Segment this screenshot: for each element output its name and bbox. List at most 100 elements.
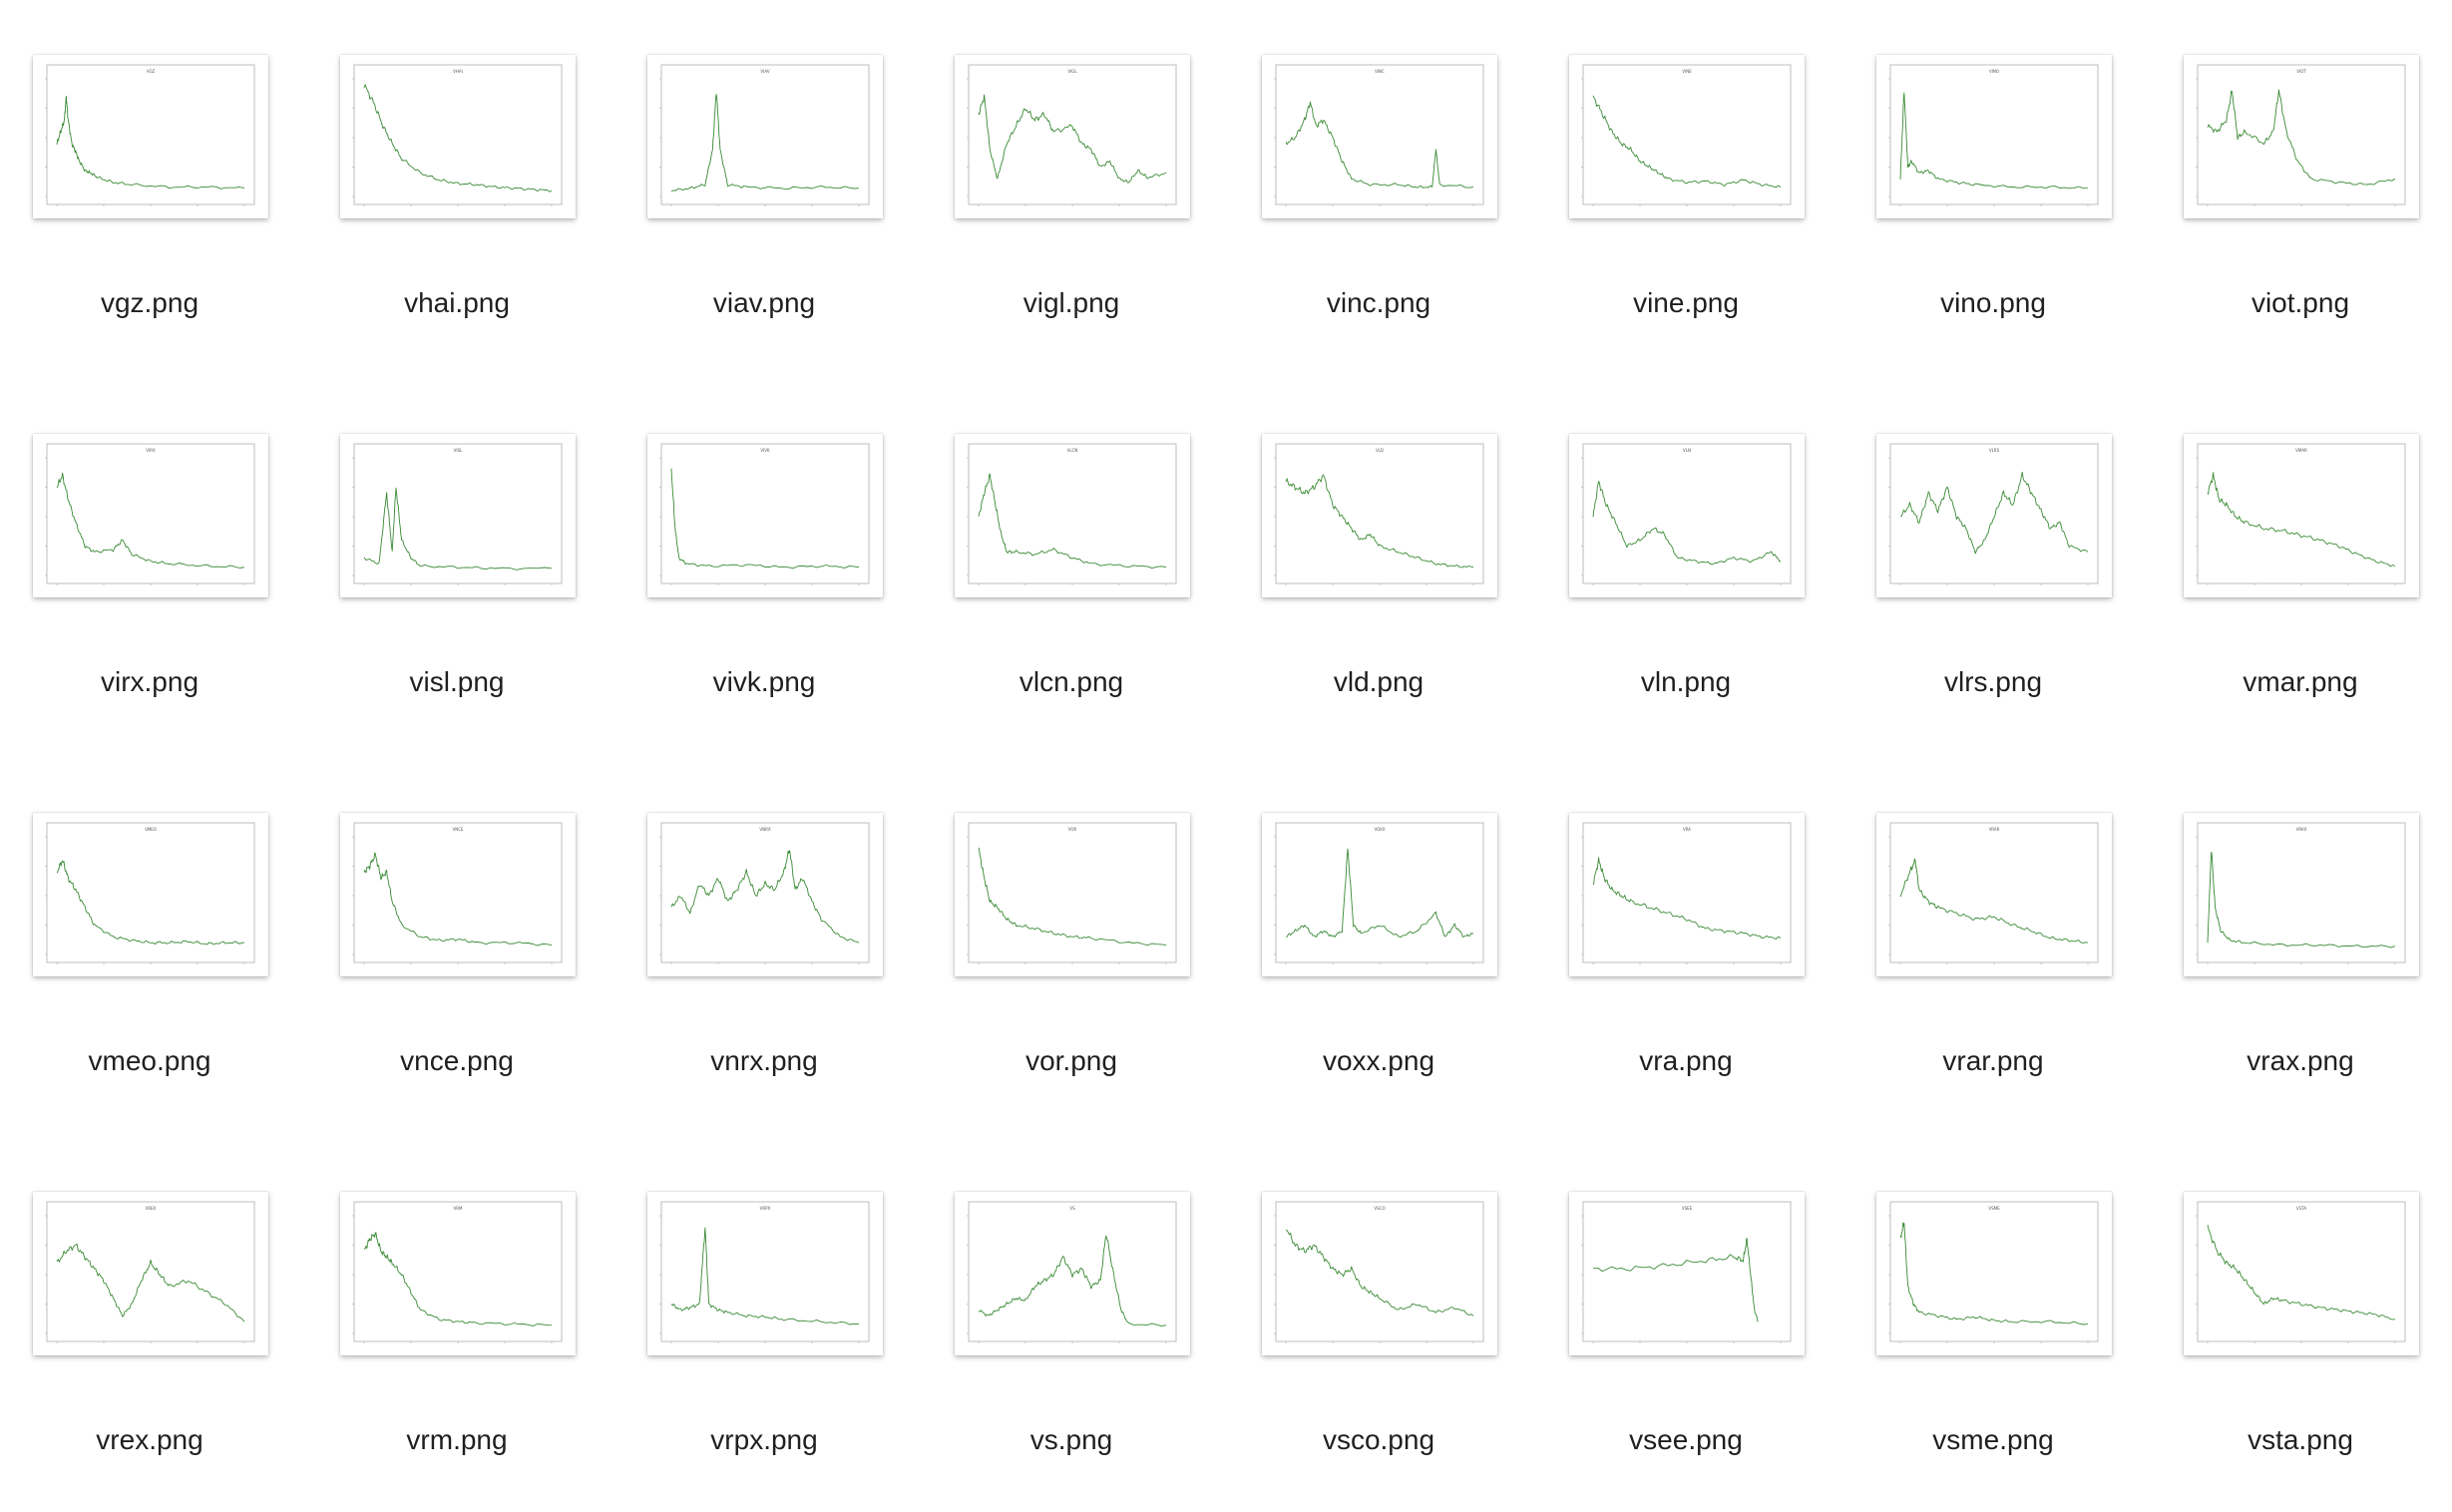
file-thumbnail[interactable]: VLD bbox=[1262, 434, 1497, 597]
file-thumbnail[interactable]: VREX bbox=[33, 1192, 268, 1355]
chart-frame bbox=[1582, 822, 1792, 963]
file-item[interactable]: VRAR vrar.png bbox=[1843, 758, 2143, 1127]
chart-frame bbox=[1582, 443, 1792, 584]
file-name-label[interactable]: virx.png bbox=[100, 666, 200, 697]
file-thumbnail[interactable]: VNCE bbox=[340, 813, 576, 976]
file-thumbnail[interactable]: VIGL bbox=[955, 55, 1190, 218]
file-name-label[interactable]: vsta.png bbox=[2248, 1424, 2353, 1455]
file-thumbnail[interactable]: VRA bbox=[1569, 813, 1805, 976]
file-thumbnail[interactable]: VOXX bbox=[1262, 813, 1497, 976]
file-item[interactable]: VLCN vlcn.png bbox=[922, 379, 1221, 748]
file-name-label[interactable]: vlrs.png bbox=[1943, 666, 2043, 697]
file-name-label[interactable]: vrm.png bbox=[406, 1424, 508, 1455]
file-item[interactable]: VRA vra.png bbox=[1536, 758, 1836, 1127]
file-name-label[interactable]: vrax.png bbox=[2247, 1045, 2354, 1076]
file-item[interactable]: VMAR vmar.png bbox=[2151, 379, 2450, 748]
file-thumbnail[interactable]: VLCN bbox=[955, 434, 1190, 597]
file-thumbnail[interactable]: VIRX bbox=[33, 434, 268, 597]
file-thumbnail[interactable]: VMAR bbox=[2184, 434, 2419, 597]
file-name-label[interactable]: vsee.png bbox=[1629, 1424, 1743, 1455]
file-thumbnail[interactable]: VRAX bbox=[2184, 813, 2419, 976]
file-item[interactable]: VLN vln.png bbox=[1536, 379, 1836, 748]
file-thumbnail[interactable]: VRM bbox=[340, 1192, 576, 1355]
file-thumbnail[interactable]: VLRS bbox=[1876, 434, 2112, 597]
file-thumbnail[interactable]: VRPX bbox=[647, 1192, 883, 1355]
file-name-label[interactable]: vigl.png bbox=[1022, 287, 1120, 318]
file-thumbnail[interactable]: VIVK bbox=[647, 434, 883, 597]
file-item[interactable]: VSTA vsta.png bbox=[2151, 1137, 2450, 1506]
file-item[interactable]: VS vs.png bbox=[922, 1137, 1221, 1506]
file-item[interactable]: VMEO vmeo.png bbox=[0, 758, 299, 1127]
file-item[interactable]: VINE vine.png bbox=[1536, 0, 1836, 369]
file-thumbnail[interactable]: VSME bbox=[1876, 1192, 2112, 1355]
file-name-label[interactable]: vs.png bbox=[1029, 1424, 1113, 1455]
file-thumbnail[interactable]: VINE bbox=[1569, 55, 1805, 218]
file-item[interactable]: VINC vinc.png bbox=[1229, 0, 1528, 369]
file-name-label[interactable]: viav.png bbox=[712, 287, 816, 318]
file-item[interactable]: VRAX vrax.png bbox=[2151, 758, 2450, 1127]
file-name-label[interactable]: vmeo.png bbox=[88, 1045, 211, 1076]
file-name-label[interactable]: vmar.png bbox=[2243, 666, 2358, 697]
file-name-label[interactable]: vra.png bbox=[1639, 1045, 1733, 1076]
file-name-label[interactable]: vsco.png bbox=[1322, 1424, 1435, 1455]
file-thumbnail[interactable]: VMEO bbox=[33, 813, 268, 976]
file-name-label[interactable]: vine.png bbox=[1633, 287, 1739, 318]
file-thumbnail[interactable]: VSEE bbox=[1569, 1192, 1805, 1355]
file-thumbnail[interactable]: VOR bbox=[955, 813, 1190, 976]
file-item[interactable]: VIAV viav.png bbox=[614, 0, 914, 369]
file-thumbnail[interactable]: VIOT bbox=[2184, 55, 2419, 218]
file-item[interactable]: VSCO vsco.png bbox=[1229, 1137, 1528, 1506]
file-thumbnail[interactable]: VSTA bbox=[2184, 1192, 2419, 1355]
file-thumbnail[interactable]: VSCO bbox=[1262, 1192, 1497, 1355]
file-name-label[interactable]: vlcn.png bbox=[1019, 666, 1124, 697]
file-name-label[interactable]: vln.png bbox=[1640, 666, 1732, 697]
file-item[interactable]: VNCE vnce.png bbox=[307, 758, 607, 1127]
file-item[interactable]: VIGL vigl.png bbox=[922, 0, 1221, 369]
file-item[interactable]: VOR vor.png bbox=[922, 758, 1221, 1127]
file-name-label[interactable]: vinc.png bbox=[1326, 287, 1431, 318]
file-name-label[interactable]: vor.png bbox=[1025, 1045, 1117, 1076]
file-name-label[interactable]: vsme.png bbox=[1932, 1424, 2054, 1455]
file-name-label[interactable]: vnrx.png bbox=[710, 1045, 818, 1076]
file-thumbnail[interactable]: VS bbox=[955, 1192, 1190, 1355]
file-name-label[interactable]: vivk.png bbox=[712, 666, 816, 697]
file-item[interactable]: VOXX voxx.png bbox=[1229, 758, 1528, 1127]
file-item[interactable]: VSEE vsee.png bbox=[1536, 1137, 1836, 1506]
file-name-label[interactable]: vino.png bbox=[1940, 287, 2046, 318]
file-item[interactable]: VISL visl.png bbox=[307, 379, 607, 748]
file-name-label[interactable]: vnce.png bbox=[400, 1045, 514, 1076]
series-line bbox=[2207, 89, 2396, 186]
file-thumbnail[interactable]: VISL bbox=[340, 434, 576, 597]
file-item[interactable]: VREX vrex.png bbox=[0, 1137, 299, 1506]
file-name-label[interactable]: vrar.png bbox=[1942, 1045, 2044, 1076]
file-thumbnail[interactable]: VGZ bbox=[33, 55, 268, 218]
file-name-label[interactable]: vld.png bbox=[1333, 666, 1425, 697]
file-item[interactable]: VLD vld.png bbox=[1229, 379, 1528, 748]
file-thumbnail[interactable]: VRAR bbox=[1876, 813, 2112, 976]
file-name-label[interactable]: viot.png bbox=[2250, 287, 2350, 318]
file-item[interactable]: VGZ vgz.png bbox=[0, 0, 299, 369]
file-item[interactable]: VHAI vhai.png bbox=[307, 0, 607, 369]
file-thumbnail[interactable]: VHAI bbox=[340, 55, 576, 218]
file-item[interactable]: VSME vsme.png bbox=[1843, 1137, 2143, 1506]
file-name-label[interactable]: visl.png bbox=[409, 666, 505, 697]
file-item[interactable]: VIVK vivk.png bbox=[614, 379, 914, 748]
file-thumbnail[interactable]: VLN bbox=[1569, 434, 1805, 597]
file-thumbnail[interactable]: VINO bbox=[1876, 55, 2112, 218]
file-thumbnail[interactable]: VNRX bbox=[647, 813, 883, 976]
file-item[interactable]: VRM vrm.png bbox=[307, 1137, 607, 1506]
file-name-label[interactable]: vrpx.png bbox=[710, 1424, 818, 1455]
file-item[interactable]: VIRX virx.png bbox=[0, 379, 299, 748]
file-item[interactable]: VNRX vnrx.png bbox=[614, 758, 914, 1127]
file-name-label[interactable]: vhai.png bbox=[404, 287, 510, 318]
file-item[interactable]: VLRS vlrs.png bbox=[1843, 379, 2143, 748]
file-name-label[interactable]: vrex.png bbox=[96, 1424, 204, 1455]
file-thumbnail[interactable]: VIAV bbox=[647, 55, 883, 218]
file-name-label[interactable]: vgz.png bbox=[100, 287, 200, 318]
file-item[interactable]: VINO vino.png bbox=[1843, 0, 2143, 369]
chart-title: VINC bbox=[1375, 69, 1385, 74]
file-item[interactable]: VRPX vrpx.png bbox=[614, 1137, 914, 1506]
file-thumbnail[interactable]: VINC bbox=[1262, 55, 1497, 218]
file-item[interactable]: VIOT viot.png bbox=[2151, 0, 2450, 369]
file-name-label[interactable]: voxx.png bbox=[1322, 1045, 1435, 1076]
